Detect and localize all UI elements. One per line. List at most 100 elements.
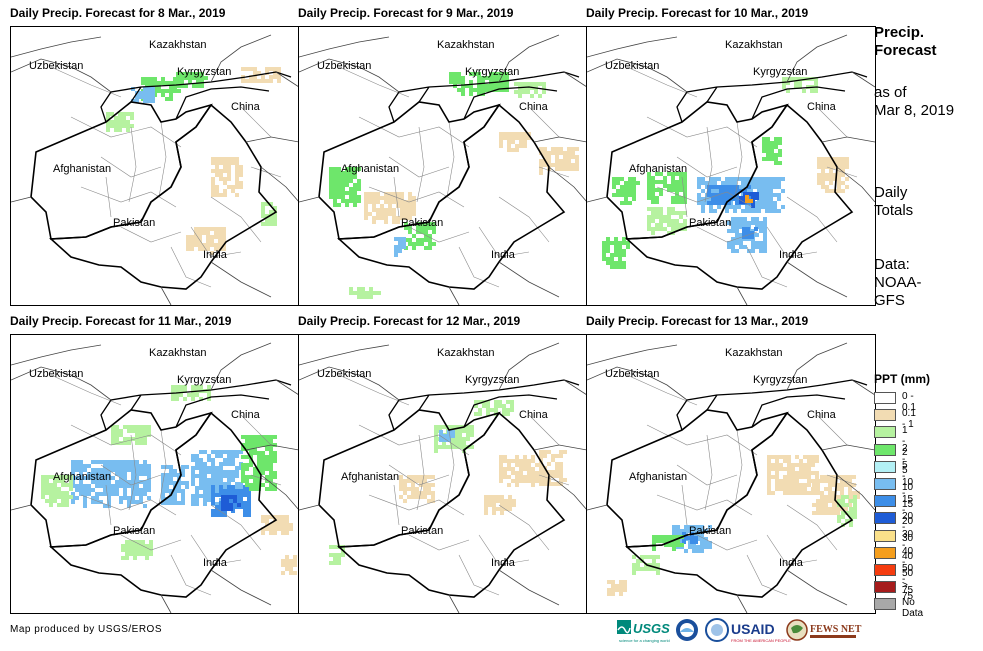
precip-cell [679, 211, 683, 215]
precip-cell [269, 459, 273, 463]
precip-cell [221, 507, 225, 511]
precip-cell [507, 140, 511, 144]
precip-cell [667, 223, 671, 227]
precip-cell [219, 173, 223, 177]
precip-cell [191, 494, 195, 498]
precip-cell [791, 463, 795, 467]
precip-cell [420, 242, 424, 246]
precip-cell [769, 177, 773, 181]
precip-cell [485, 88, 489, 92]
precip-cell [261, 459, 265, 463]
precip-cell [696, 549, 700, 553]
precip-cell [745, 195, 749, 199]
precip-cell [269, 439, 273, 443]
precip-cell [181, 481, 185, 485]
precip-cell [257, 451, 261, 455]
precip-cell [407, 487, 411, 491]
precip-cell [815, 475, 819, 479]
precip-cell [107, 464, 111, 468]
precip-cell [803, 455, 807, 459]
precip-cell [486, 408, 490, 412]
label-uzbekistan: Uzbekistan [317, 60, 371, 72]
precip-cell [122, 124, 126, 128]
precip-cell [285, 559, 289, 563]
precip-cell [453, 72, 457, 76]
precip-cell [221, 499, 225, 503]
precip-cell [215, 161, 219, 165]
precip-cell [795, 475, 799, 479]
precip-cell [432, 230, 436, 234]
precip-cell [83, 500, 87, 504]
precip-cell [755, 233, 759, 237]
precip-cell [115, 480, 119, 484]
precip-cell [87, 488, 91, 492]
precip-cell [704, 541, 708, 545]
precip-cell [412, 234, 416, 238]
precip-cell [767, 455, 771, 459]
precip-cell [353, 195, 357, 199]
precip-cell [206, 243, 210, 247]
precip-cell [277, 527, 281, 531]
precip-cell [618, 265, 622, 269]
precip-cell [547, 450, 551, 454]
precip-cell [679, 184, 683, 188]
precip-cell [399, 475, 403, 479]
precip-cell [478, 408, 482, 412]
precip-cell [481, 88, 485, 92]
precip-cell [534, 82, 538, 86]
precip-cell [369, 287, 373, 291]
precip-cell [632, 177, 636, 181]
precip-cell [235, 161, 239, 165]
precip-cell [53, 487, 57, 491]
precip-cell [171, 389, 175, 393]
precip-cell [227, 462, 231, 466]
precip-cell [647, 207, 651, 211]
precip-cell [329, 175, 333, 179]
precip-cell [766, 137, 770, 141]
precip-cell [807, 459, 811, 463]
precip-cell [229, 503, 233, 507]
precip-cell [333, 561, 337, 565]
precip-cell [364, 196, 368, 200]
precip-cell [143, 91, 147, 95]
precip-cell [157, 81, 161, 85]
precip-cell [141, 77, 145, 81]
precip-cell [119, 460, 123, 464]
precip-cell [731, 245, 735, 249]
precip-cell [273, 531, 277, 535]
precip-cell [692, 549, 696, 553]
precip-cell [555, 470, 559, 474]
precip-cell [821, 161, 825, 165]
precip-cell [357, 179, 361, 183]
precip-cell [511, 471, 515, 475]
precip-cell [169, 81, 173, 85]
precip-cell [261, 210, 265, 214]
precip-cell [257, 455, 261, 459]
precip-cell [135, 484, 139, 488]
precip-cell [129, 544, 133, 548]
precip-cell [127, 496, 131, 500]
precip-cell [701, 189, 705, 193]
precip-cell [147, 484, 151, 488]
precip-cell [754, 227, 758, 231]
precip-cell [507, 459, 511, 463]
precip-cell [837, 161, 841, 165]
precip-cell [211, 497, 215, 501]
precip-cell [763, 217, 767, 221]
precip-cell [457, 88, 461, 92]
precip-cell [688, 545, 692, 549]
precip-cell [624, 201, 628, 205]
precip-cell [107, 500, 111, 504]
precip-cell [647, 184, 651, 188]
precip-cell [731, 229, 735, 233]
precip-cell [507, 144, 511, 148]
precip-cell [663, 180, 667, 184]
precip-cell [211, 189, 215, 193]
precip-cell [227, 489, 231, 493]
precip-cell [534, 90, 538, 94]
precip-cell [602, 249, 606, 253]
map-frame: Kazakhstan Uzbekistan Kyrgyzstan China A… [10, 26, 300, 306]
precip-cell [651, 184, 655, 188]
precip-cell [700, 549, 704, 553]
precip-cell [697, 177, 701, 181]
